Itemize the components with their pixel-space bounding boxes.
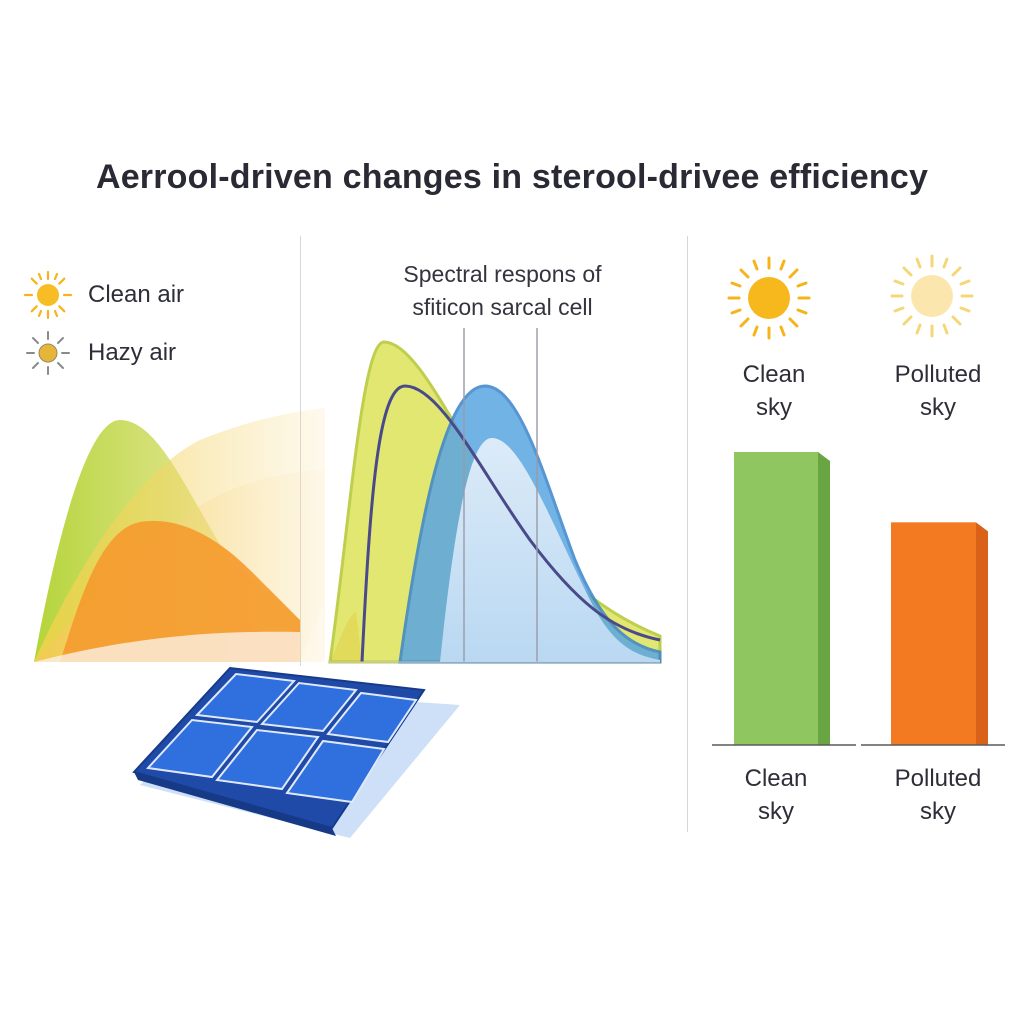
legend-label-clean-air: Clean air bbox=[88, 281, 185, 308]
solar-panel-frame bbox=[132, 666, 426, 830]
bar-category-label-polluted-line2: sky bbox=[920, 798, 956, 825]
panel-divider-right bbox=[687, 236, 688, 832]
spectral-silicon-response-area bbox=[398, 384, 662, 664]
hazy-sun-icon bbox=[26, 331, 70, 375]
spectral-panel-title: Spectral respons of sfiticon sarcal cell bbox=[370, 258, 635, 324]
bar-category-label-polluted-line1: Polluted bbox=[894, 765, 982, 792]
irradiance-wave-hazy bbox=[60, 520, 300, 662]
bar-top-label-clean-line2: sky bbox=[756, 394, 792, 421]
panel-divider-left bbox=[300, 236, 301, 666]
bar-category-label-clean-line2: sky bbox=[758, 798, 794, 825]
legend-item-hazy-air: Hazy air bbox=[22, 324, 184, 382]
chart-title: Aerrool-driven changes in sterool-drivee… bbox=[95, 158, 929, 196]
bar-clean-sky bbox=[734, 452, 818, 745]
bar-top-label-polluted: Polluted sky bbox=[858, 358, 1018, 424]
pale-sun-icon bbox=[890, 254, 974, 338]
irradiance-wave-haze-2 bbox=[34, 470, 325, 662]
legend-item-clean-air: Clean air bbox=[22, 266, 184, 324]
bar-top-label-clean: Clean sky bbox=[694, 358, 854, 424]
spectral-title-line-2: sfiticon sarcal cell bbox=[412, 294, 593, 320]
bar-category-label-clean-line1: Clean bbox=[744, 765, 808, 792]
bar-polluted-sky bbox=[891, 522, 976, 745]
bar-top-label-polluted-line2: sky bbox=[920, 394, 956, 421]
legend-label-hazy-air: Hazy air bbox=[88, 339, 177, 366]
solar-panel-cells bbox=[145, 672, 418, 804]
legend: Clean air Hazy air bbox=[22, 266, 184, 382]
bar-category-label-polluted: Polluted sky bbox=[858, 762, 1018, 828]
bar-top-label-polluted-line1: Polluted bbox=[894, 361, 982, 388]
spectral-light-fill bbox=[440, 438, 660, 662]
spectral-hazy-curve bbox=[360, 384, 661, 663]
bright-sun-icon bbox=[23, 270, 73, 320]
bar-clean-sky-side bbox=[818, 452, 830, 745]
bar-category-label-clean: Clean sky bbox=[696, 762, 856, 828]
spectral-orange-sliver bbox=[330, 612, 362, 662]
spectral-title-line-1: Spectral respons of bbox=[403, 261, 602, 287]
bar-polluted-sky-side bbox=[976, 522, 988, 745]
bar-top-label-clean-line1: Clean bbox=[742, 361, 806, 388]
irradiance-wave-clean bbox=[34, 420, 300, 662]
solar-panel-glow bbox=[140, 690, 460, 838]
irradiance-wave-base bbox=[34, 631, 300, 662]
bright-sun-icon bbox=[727, 256, 811, 340]
irradiance-wave-haze-1 bbox=[34, 408, 325, 662]
spectral-irradiance-clean-area bbox=[328, 340, 662, 664]
